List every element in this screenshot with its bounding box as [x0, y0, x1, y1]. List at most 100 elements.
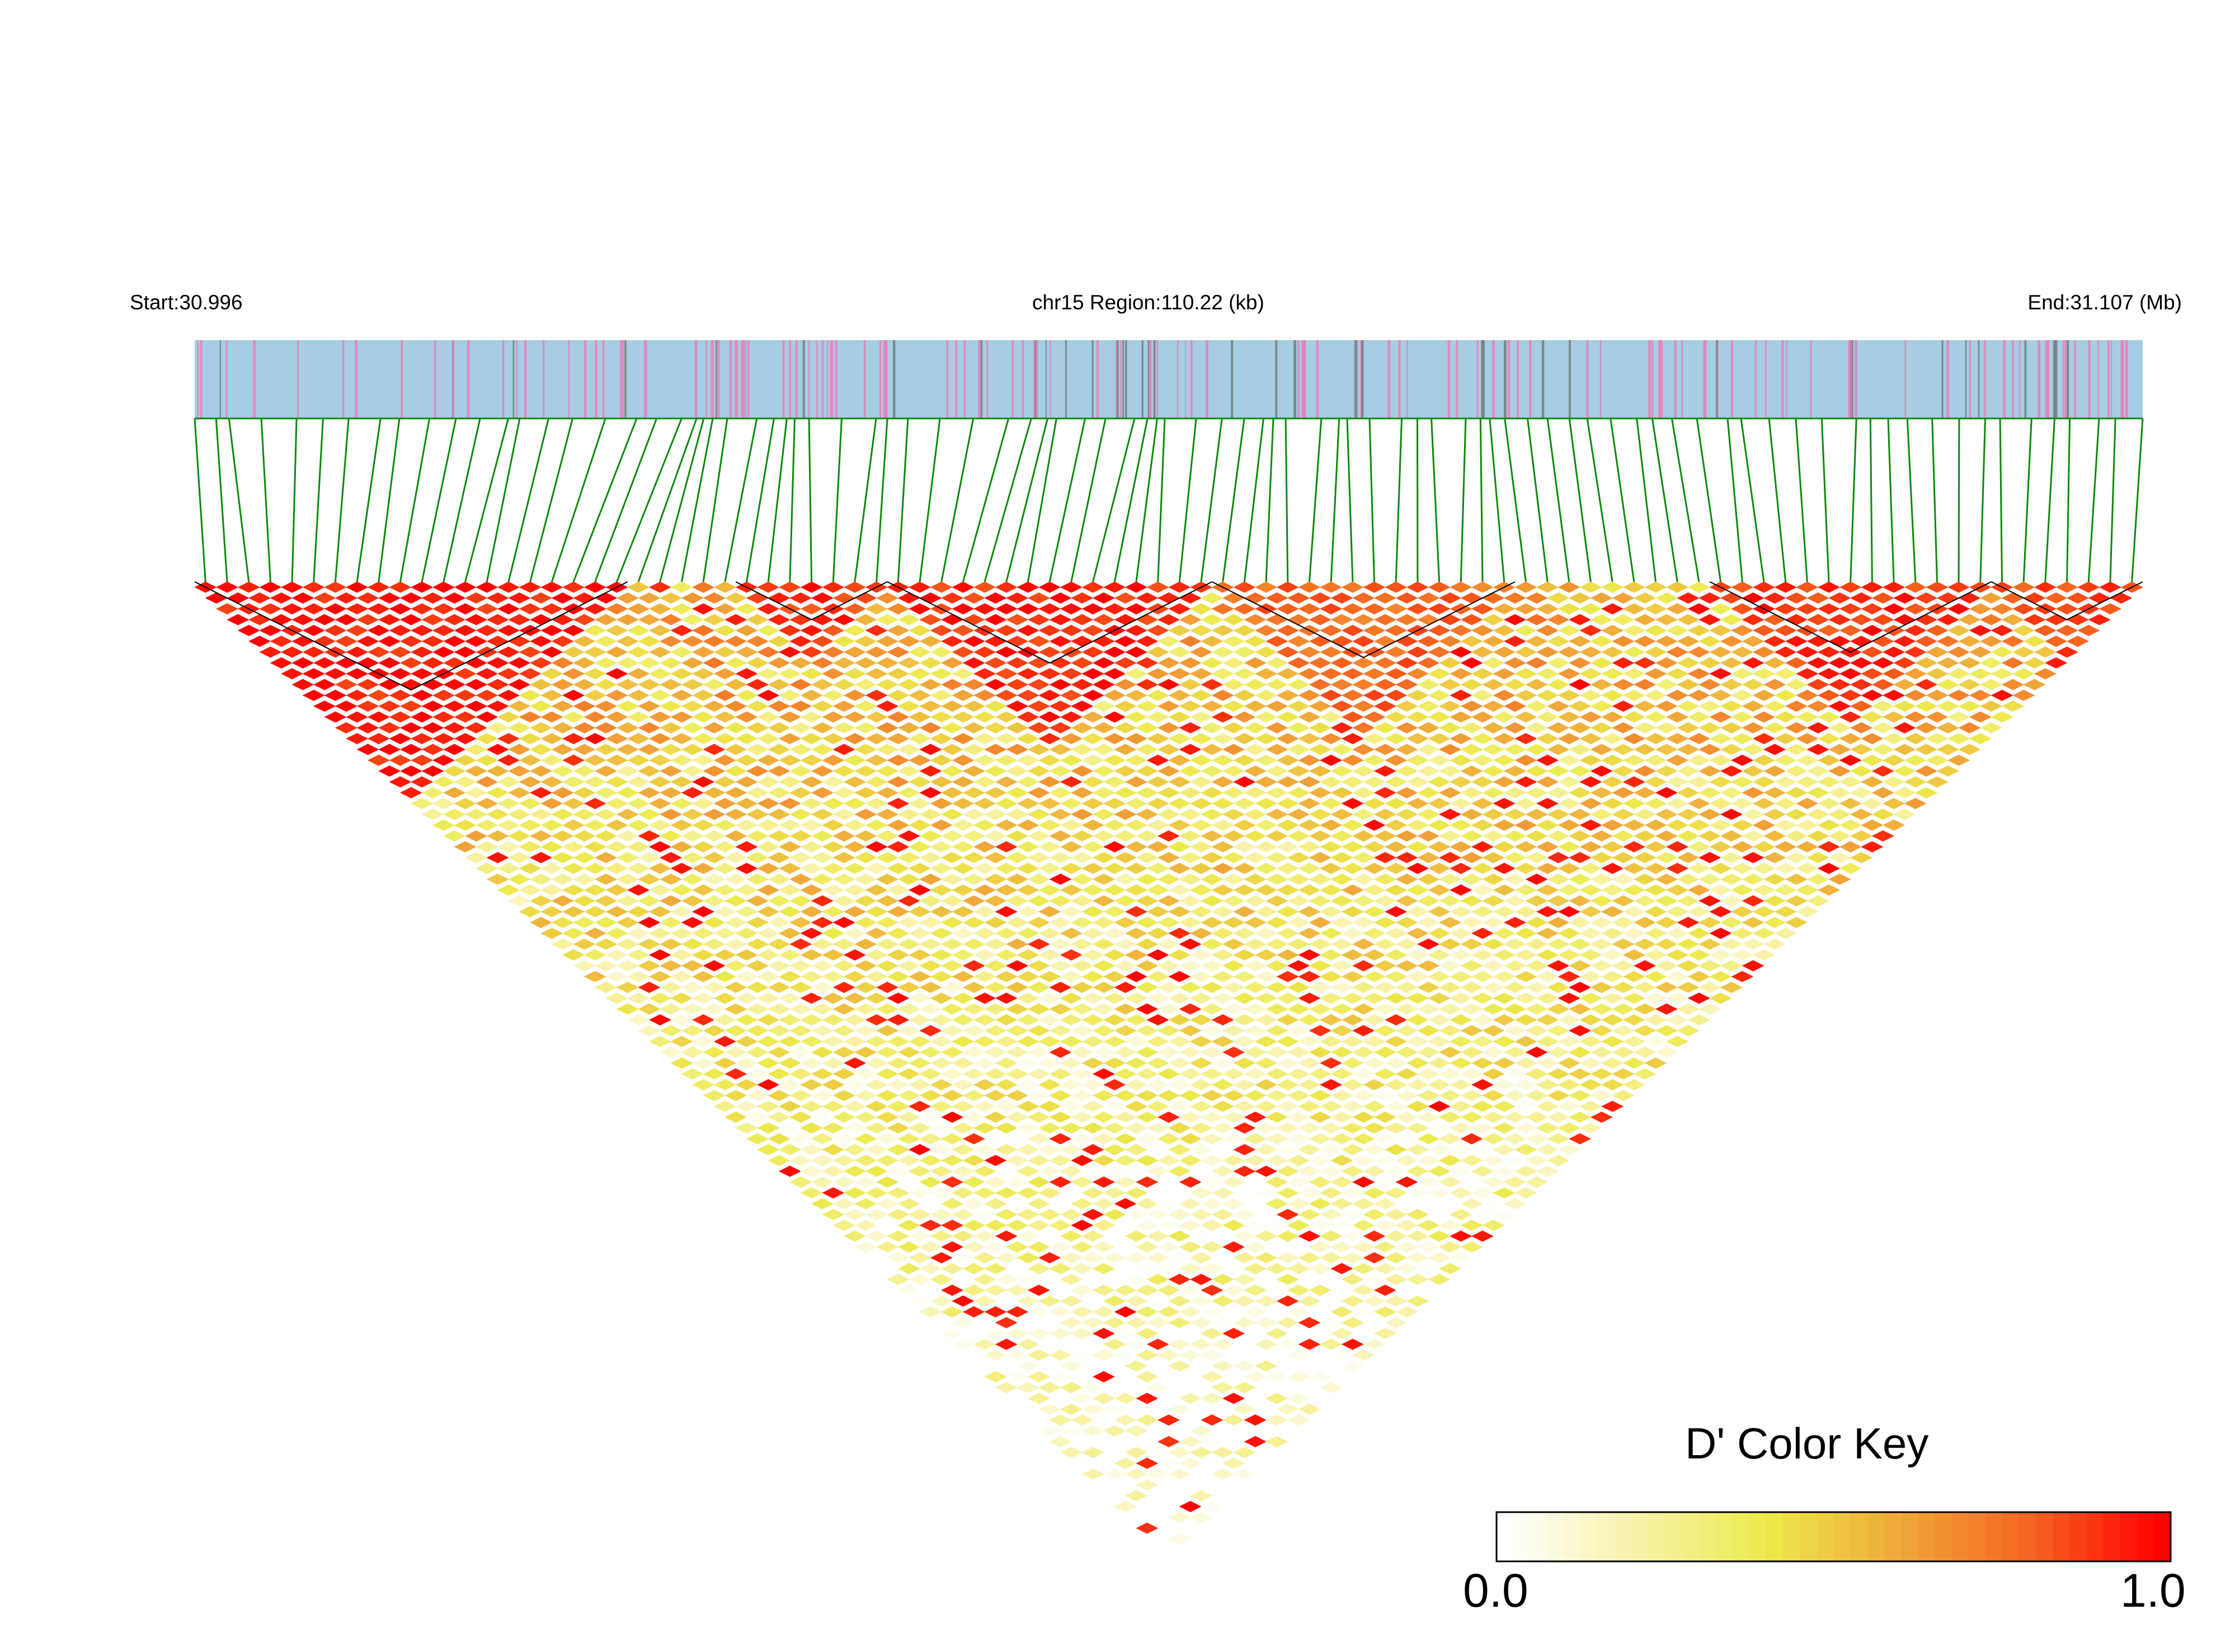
ld-cell [1049, 1220, 1072, 1231]
ld-cell [367, 754, 390, 766]
ld-cell [1698, 981, 1721, 994]
snp-connector [1850, 418, 1857, 582]
ld-cell [1158, 895, 1180, 907]
ld-cell [1687, 884, 1710, 896]
ld-cell [443, 679, 466, 690]
ld-cell [681, 700, 704, 712]
ld-cell [887, 1208, 910, 1221]
ld-cell [1504, 657, 1527, 669]
ld-cell [1179, 1198, 1202, 1209]
ld-cell [778, 1165, 801, 1177]
ld-cell [1265, 938, 1288, 950]
ld-cell [1590, 765, 1613, 777]
ld-cell [476, 603, 498, 615]
ld-cell [1103, 1057, 1126, 1069]
ld-cell [1698, 851, 1721, 864]
ld-cell [1190, 624, 1213, 637]
ld-cell [1211, 624, 1234, 637]
ld-cell [1309, 1349, 1331, 1361]
ld-cell [1168, 1036, 1191, 1047]
ld-cell [1438, 808, 1461, 820]
ld-cell [1644, 646, 1667, 658]
ld-cell [1438, 960, 1461, 972]
ld-cell [1428, 754, 1451, 766]
ld-cell [1071, 1371, 1094, 1383]
ld-cell [1071, 787, 1094, 799]
ld-cell [952, 1208, 975, 1221]
ld-cell [530, 765, 553, 777]
ld-cell [1027, 679, 1050, 690]
ld-cell [941, 1003, 964, 1015]
ld-cell [1158, 1392, 1180, 1404]
ld-cell [822, 1165, 845, 1177]
ld-cell [1146, 1252, 1169, 1264]
color-key-segment [1800, 1512, 1818, 1561]
ld-cell [1785, 700, 1808, 712]
ld-cell [670, 992, 693, 1004]
ld-cell [627, 992, 650, 1004]
ld-cell [1265, 1111, 1288, 1123]
ld-cell [1395, 938, 1418, 950]
ld-cell [865, 603, 888, 615]
ld-cell [1265, 1349, 1288, 1361]
ld-cell [1158, 614, 1180, 625]
ld-cell [1060, 1100, 1083, 1112]
ld-cell [811, 1176, 834, 1188]
ld-cell [1158, 1046, 1180, 1058]
ld-cell [627, 949, 650, 961]
ld-cell [1850, 614, 1873, 625]
ld-cell [1536, 646, 1559, 658]
ld-cell [897, 895, 920, 907]
ld-cell [1244, 1025, 1267, 1037]
ld-cell [1655, 592, 1678, 604]
ld-cell [1622, 884, 1645, 896]
color-key-segment [1597, 1512, 1615, 1561]
ld-cell [854, 679, 877, 690]
ld-cell [854, 765, 877, 777]
ld-cell [1049, 1025, 1072, 1037]
ld-cell [1136, 700, 1159, 712]
ld-cell [735, 711, 758, 723]
ld-cell [1179, 830, 1202, 842]
ld-cell [897, 614, 920, 625]
ld-cell [1276, 668, 1299, 680]
ld-cell [1363, 1295, 1386, 1307]
ld-cell [1006, 1155, 1029, 1166]
ld-cell [1124, 776, 1147, 788]
ld-cell [1103, 1490, 1126, 1502]
ld-cell [1017, 1252, 1039, 1264]
ld-cell [1438, 636, 1461, 647]
ld-cell [1417, 1090, 1440, 1102]
ld-cell [941, 592, 964, 604]
ld-cell [1287, 1155, 1310, 1166]
ld-cell [778, 754, 801, 766]
snp-tick [1781, 340, 1784, 418]
ld-cell [1265, 657, 1288, 669]
ld-cell [1136, 1111, 1159, 1123]
snp-connector [486, 418, 521, 582]
ld-cell [1006, 960, 1029, 972]
ld-cell [648, 733, 671, 745]
ld-cell [1417, 1155, 1440, 1166]
ld-cell [1547, 895, 1570, 907]
ld-cell [1720, 851, 1743, 864]
ld-cell [713, 776, 736, 788]
ld-cell [1406, 776, 1429, 788]
ld-cell [800, 689, 823, 702]
ld-cell [703, 722, 726, 734]
ld-cell [1622, 949, 1645, 961]
ld-cell [1536, 1057, 1559, 1069]
ld-cell [1969, 711, 1992, 723]
ld-cell [389, 603, 412, 615]
ld-cell [1385, 1122, 1408, 1134]
ld-cell [648, 711, 671, 723]
ld-cell [454, 754, 477, 766]
ld-cell [1373, 1176, 1396, 1188]
ld-cell [1211, 992, 1234, 1004]
ld-cell [1385, 819, 1408, 831]
ld-cell [1482, 592, 1505, 604]
ld-cell [627, 754, 650, 766]
ld-cell [1211, 1014, 1234, 1026]
ld-cell [1482, 1046, 1505, 1058]
